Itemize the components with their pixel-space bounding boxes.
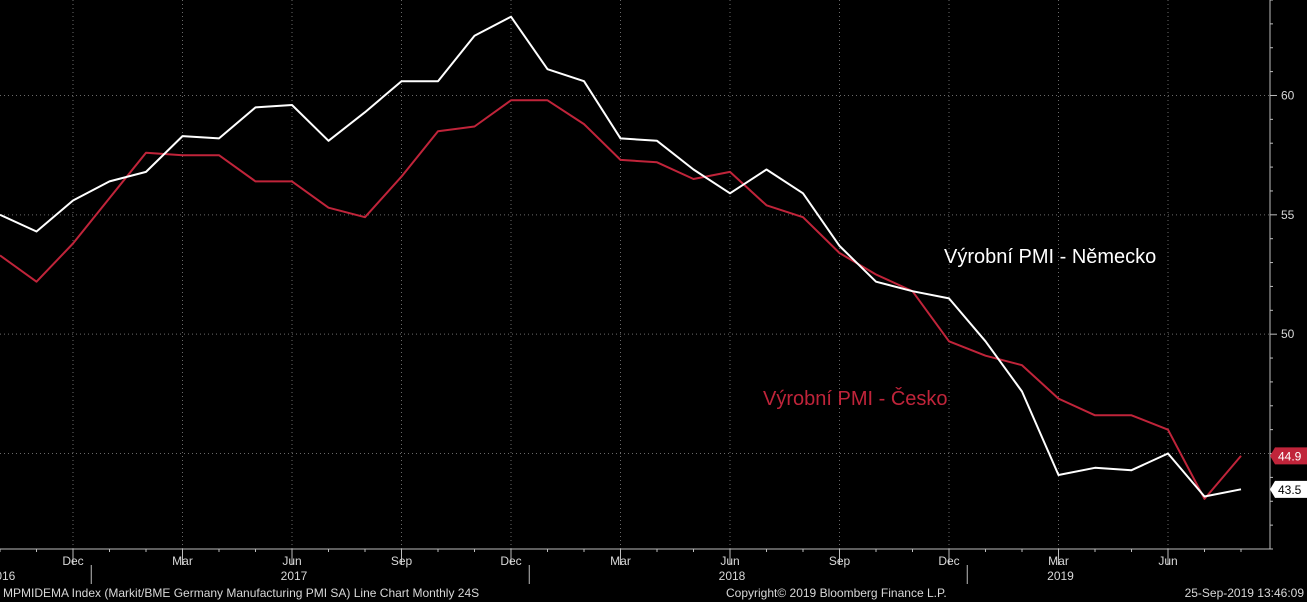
- x-tick-label: Dec: [62, 554, 83, 568]
- x-tick-label: Sep: [829, 554, 851, 568]
- series-annotation-germany: Výrobní PMI - Německo: [944, 246, 1156, 268]
- series-line-germany: [0, 15, 1242, 498]
- chart-footer: MPMIDEMA Index (Markit/BME Germany Manuf…: [0, 584, 1307, 602]
- last-value-badges: 43.5 44.9: [1270, 447, 1307, 498]
- x-tick-label: Mar: [172, 554, 193, 568]
- series-lines: [0, 15, 1242, 500]
- last-value-badge-germany: 43.5: [1270, 480, 1307, 498]
- x-tick-label: Mar: [1048, 554, 1069, 568]
- year-label: 2019: [1047, 569, 1074, 583]
- x-tick-label: Dec: [500, 554, 521, 568]
- axes: 505560DecMarJunSepDecMarJunSepDecMarJun2…: [0, 0, 1295, 584]
- series-line-czechia: [0, 99, 1242, 500]
- last-value-badge-czechia: 44.9: [1270, 447, 1307, 465]
- footer-timestamp: 25-Sep-2019 13:46:09: [1184, 586, 1304, 600]
- badge-value: 43.5: [1278, 483, 1302, 497]
- x-tick-label: Dec: [938, 554, 959, 568]
- x-tick-label: Jun: [1158, 554, 1177, 568]
- year-label: 2018: [719, 569, 746, 583]
- badge-value: 44.9: [1278, 449, 1302, 463]
- x-tick-label: Sep: [391, 554, 413, 568]
- series-annotation-czechia: Výrobní PMI - Česko: [763, 387, 948, 410]
- badge-shape: [1270, 480, 1307, 498]
- x-tick-label: Jun: [720, 554, 739, 568]
- badge-shape: [1270, 447, 1307, 465]
- x-tick-label: Mar: [610, 554, 631, 568]
- y-tick-label: 50: [1281, 327, 1295, 341]
- year-label: 2017: [281, 569, 308, 583]
- y-tick-label: 60: [1281, 88, 1295, 102]
- year-label: 2016: [0, 569, 16, 583]
- footer-copyright: Copyright© 2019 Bloomberg Finance L.P.: [726, 586, 947, 600]
- y-tick-label: 55: [1281, 208, 1295, 222]
- x-tick-label: Jun: [282, 554, 301, 568]
- footer-ticker-description: MPMIDEMA Index (Markit/BME Germany Manuf…: [3, 586, 480, 600]
